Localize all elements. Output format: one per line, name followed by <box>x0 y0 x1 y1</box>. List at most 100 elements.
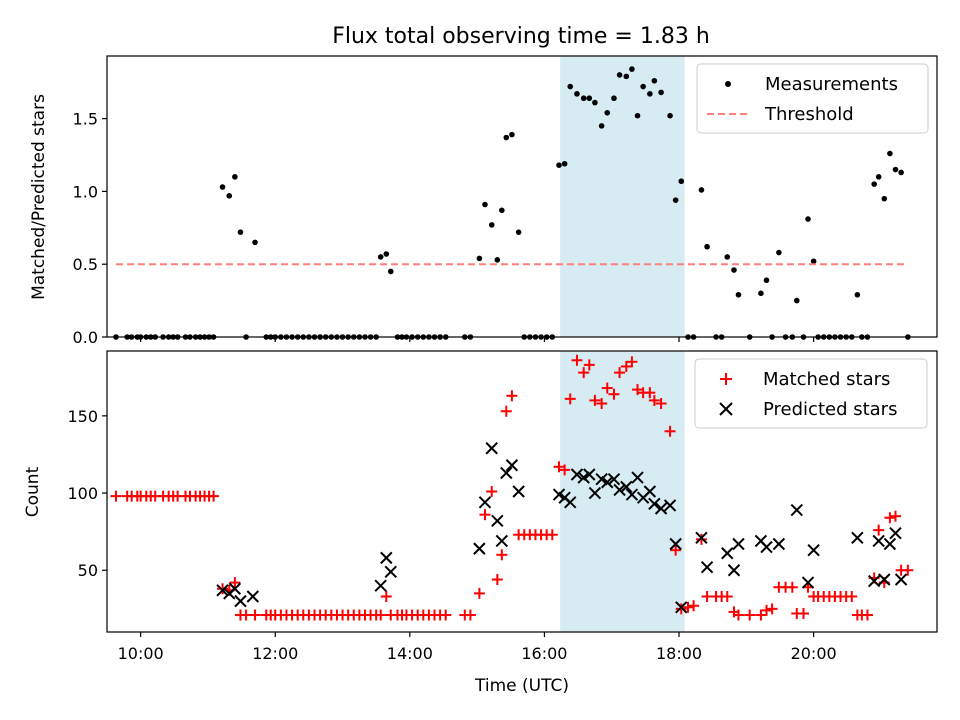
y-tick-label: 1.0 <box>73 182 98 201</box>
measurement-point <box>226 192 233 199</box>
predicted-star-point <box>772 537 786 551</box>
x-tick-label: 20:00 <box>791 644 837 663</box>
predicted-star-point <box>588 486 602 500</box>
matched-star-point <box>620 360 632 372</box>
matched-star-point <box>578 367 590 379</box>
measurement-point <box>219 184 226 190</box>
predicted-star-point <box>246 590 260 603</box>
bottom-y-axis-label: Count <box>23 466 43 517</box>
matched-star-point <box>861 609 873 621</box>
measurement-point <box>892 166 899 173</box>
matched-star-point <box>608 388 620 400</box>
measurement-point <box>586 95 593 102</box>
predicted-star-point <box>801 576 815 589</box>
matched-star-point <box>249 609 261 621</box>
matched-star-point <box>571 354 583 366</box>
measurement-point <box>810 258 817 265</box>
predicted-star-point <box>727 564 741 577</box>
measurement-point <box>377 254 384 260</box>
matched-star-point <box>229 577 241 589</box>
y-tick-label: 1.5 <box>73 110 98 129</box>
matched-star-point <box>491 574 503 586</box>
measurement-point <box>592 99 598 106</box>
chart-title: Flux total observing time = 1.83 h <box>332 24 710 49</box>
top-axes-frame <box>106 55 938 338</box>
matched-star-point <box>732 609 744 621</box>
matched-star-point <box>761 604 773 616</box>
y-tick-label: 50 <box>78 561 98 580</box>
matched-star-point <box>208 490 220 502</box>
predicted-star-point <box>867 574 881 588</box>
matched-star-point <box>884 512 896 524</box>
measurement-point <box>898 169 904 176</box>
matched-star-point <box>601 382 613 394</box>
predicted-star-point <box>384 565 397 578</box>
matched-star-point <box>614 367 626 379</box>
measurement-point <box>881 195 888 202</box>
matched-star-point <box>486 486 498 497</box>
measurement-point <box>509 131 515 138</box>
predicted-star-point <box>872 534 885 548</box>
x-tick-label: 16:00 <box>521 644 567 663</box>
matched-star-point <box>766 603 778 615</box>
measurement-point <box>515 229 522 235</box>
matched-star-point <box>564 393 576 405</box>
measurement-point <box>237 229 244 235</box>
predicted-star-point <box>654 502 668 515</box>
matched-star-point <box>744 609 756 621</box>
predicted-star-point <box>625 488 639 501</box>
measurement-point <box>667 112 673 119</box>
predicted-star-point <box>878 573 891 586</box>
measurement-point <box>871 181 877 187</box>
measurement-point <box>383 251 390 257</box>
matched-star-point <box>596 397 608 409</box>
predicted-star-point <box>485 442 498 455</box>
predicted-star-point <box>669 537 682 551</box>
predicted-star-point <box>700 560 714 574</box>
bottom-marks <box>110 354 914 621</box>
matched-star-point <box>110 490 122 502</box>
matched-star-point <box>655 397 667 409</box>
measurement-point <box>494 257 501 263</box>
matched-star-point <box>890 510 901 522</box>
matched-star-point <box>688 600 700 612</box>
predicted-star-point <box>374 579 387 592</box>
predicted-star-point <box>883 537 897 551</box>
measurement-point <box>763 277 770 284</box>
measurement-point <box>758 290 764 297</box>
measurement-point <box>704 243 710 250</box>
matched-star-point <box>380 590 392 602</box>
legend-predicted-label: Predicted stars <box>763 399 897 420</box>
predicted-star-point <box>695 531 708 545</box>
predicted-star-point <box>495 534 509 548</box>
predicted-star-point <box>613 483 626 497</box>
measurement-point <box>776 249 782 256</box>
matched-star-point <box>873 524 885 536</box>
matched-star-point <box>846 590 858 602</box>
top-marks <box>113 66 911 340</box>
measurement-point <box>651 77 658 84</box>
top-x-ticks <box>140 337 815 342</box>
measurement-point <box>640 83 646 90</box>
predicted-star-point <box>491 514 504 528</box>
legend-matched-label: Matched stars <box>763 369 890 390</box>
matched-star-point <box>670 544 682 556</box>
predicted-star-point <box>790 503 804 517</box>
matched-star-point <box>500 405 512 417</box>
matched-star-point <box>217 583 229 595</box>
predicted-star-point <box>760 540 773 554</box>
measurement-point <box>252 239 258 246</box>
measurement-point <box>232 174 238 180</box>
measurement-point <box>616 72 623 78</box>
legend-threshold-label: Threshold <box>764 104 854 125</box>
matched-star-point <box>644 387 656 399</box>
predicted-star-point <box>583 468 596 481</box>
measurement-point <box>567 83 574 90</box>
matched-star-point <box>473 587 485 599</box>
measurement-point <box>387 268 394 275</box>
predicted-star-point <box>851 531 864 545</box>
matched-star-point <box>632 384 644 396</box>
predicted-star-point <box>500 466 513 480</box>
